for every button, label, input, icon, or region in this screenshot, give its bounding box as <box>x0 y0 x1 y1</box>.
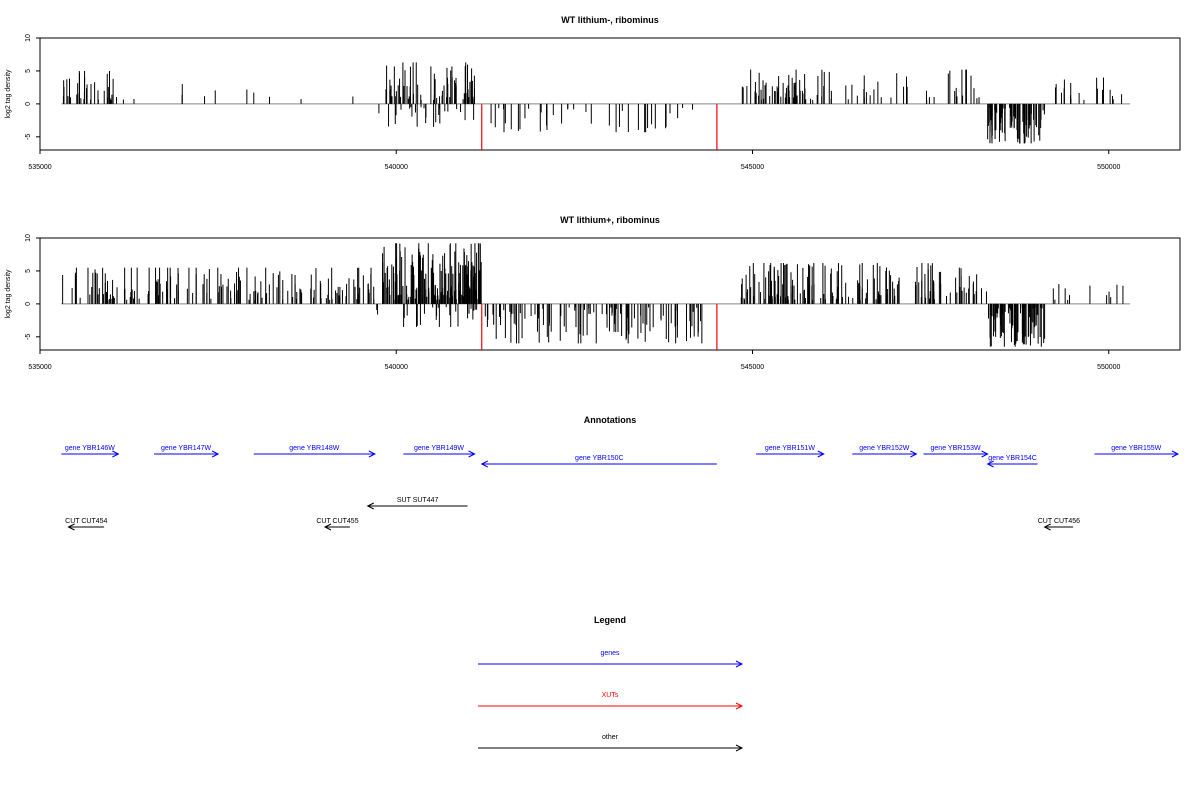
x-tick-label: 540000 <box>385 364 408 371</box>
y-axis-label: log2 tag density <box>5 69 12 119</box>
legend-label: XUTs <box>602 692 619 699</box>
feature-label: gene YBR150C <box>575 455 624 462</box>
y-tick-label: 5 <box>25 69 32 73</box>
annotation-feature: gene YBR154C <box>986 455 1038 468</box>
annotation-feature: gene YBR148W <box>253 445 376 458</box>
x-tick-label: 550000 <box>1097 164 1120 171</box>
legend-items: genes XUTs other <box>478 650 744 752</box>
feature-arrowhead <box>981 450 989 458</box>
x-tick-label: 550000 <box>1097 364 1120 371</box>
x-tick-label: 535000 <box>28 364 51 371</box>
y-tick-label: 0 <box>25 102 32 106</box>
panel-title: WT lithium+, ribominus <box>560 215 660 225</box>
annotation-feature: gene YBR149W <box>403 445 476 458</box>
annotations-title: Annotations <box>584 415 637 425</box>
feature-arrowhead <box>986 460 994 468</box>
feature-arrowhead <box>468 450 476 458</box>
annotation-features: gene YBR146W gene YBR147W gene YBR148W gene… <box>61 445 1180 531</box>
panel-lithium-plus: WT lithium+, ribominus log2 tag density … <box>5 215 1181 371</box>
legend-arrowhead <box>735 744 744 752</box>
y-tick-label: -5 <box>25 334 32 340</box>
feature-label: gene YBR153W <box>931 445 981 452</box>
legend-item: genes <box>478 650 744 668</box>
annotation-feature: gene YBR153W <box>923 445 989 458</box>
feature-arrowhead <box>112 450 120 458</box>
legend-title: Legend <box>594 615 626 625</box>
annotation-feature: gene YBR152W <box>852 445 918 458</box>
x-tick-label: 545000 <box>741 364 764 371</box>
legend-arrowhead <box>735 702 744 710</box>
feature-arrowhead <box>480 460 488 468</box>
annotation-feature: SUT SUT447 <box>366 497 468 510</box>
annotation-feature: gene YBR151W <box>756 445 825 458</box>
feature-label: CUT CUT456 <box>1038 518 1080 525</box>
annotation-feature: CUT CUT454 <box>65 518 108 531</box>
panel-lithium-minus: WT lithium-, ribominus log2 tag density … <box>5 15 1181 171</box>
annotation-feature: gene YBR146W <box>61 445 120 458</box>
feature-label: gene YBR149W <box>414 445 464 452</box>
feature-arrowhead <box>817 450 825 458</box>
feature-label: gene YBR154C <box>988 455 1037 462</box>
feature-arrowhead <box>211 450 220 458</box>
y-axis-label: log2 tag density <box>5 269 12 319</box>
legend-label: genes <box>600 650 620 657</box>
x-axis: 535000 540000 545000 550000 <box>28 150 1121 171</box>
legend-label: other <box>602 734 619 741</box>
annotation-feature: gene YBR155W <box>1094 445 1180 458</box>
plot-frame <box>39 37 1181 151</box>
feature-label: SUT SUT447 <box>397 497 439 504</box>
annotation-feature: CUT CUT455 <box>316 518 359 531</box>
panel-title: WT lithium-, ribominus <box>561 15 659 25</box>
feature-arrowhead <box>323 523 332 531</box>
feature-label: gene YBR146W <box>65 445 115 452</box>
bar-layer <box>61 62 1131 150</box>
y-tick-label: 10 <box>25 34 32 42</box>
x-axis: 535000 540000 545000 550000 <box>28 350 1121 371</box>
y-axis: -5 0 5 10 <box>25 34 40 140</box>
annotation-feature: CUT CUT456 <box>1038 518 1080 531</box>
plot-frame <box>39 237 1181 351</box>
feature-arrowhead <box>1043 523 1051 531</box>
y-tick-label: 0 <box>25 302 32 306</box>
legend-arrowhead <box>735 660 744 668</box>
x-tick-label: 540000 <box>385 164 408 171</box>
x-tick-label: 535000 <box>28 164 51 171</box>
annotation-feature: gene YBR147W <box>154 445 220 458</box>
feature-label: CUT CUT454 <box>65 518 107 525</box>
feature-arrowhead <box>1171 450 1180 458</box>
feature-label: gene YBR147W <box>161 445 211 452</box>
feature-label: gene YBR155W <box>1111 445 1161 452</box>
y-tick-label: -5 <box>25 134 32 140</box>
y-axis: -5 0 5 10 <box>25 234 40 340</box>
annotation-feature: gene YBR150C <box>480 455 717 468</box>
feature-arrowhead <box>910 450 918 458</box>
legend-item: XUTs <box>478 692 744 710</box>
x-tick-label: 545000 <box>741 164 764 171</box>
feature-arrowhead <box>368 450 376 458</box>
feature-arrowhead <box>366 502 374 510</box>
legend-item: other <box>478 734 744 752</box>
annotations-panel: Annotations gene YBR146W gene YBR147W gene… <box>61 415 1180 531</box>
feature-label: gene YBR148W <box>289 445 339 452</box>
feature-label: gene YBR152W <box>859 445 909 452</box>
y-tick-label: 10 <box>25 234 32 242</box>
legend: Legend genes XUTs other <box>478 615 744 752</box>
feature-arrowhead <box>67 523 75 531</box>
feature-label: CUT CUT455 <box>316 518 358 525</box>
y-tick-label: 5 <box>25 269 32 273</box>
feature-label: gene YBR151W <box>765 445 815 452</box>
bar-layer <box>61 243 1131 350</box>
